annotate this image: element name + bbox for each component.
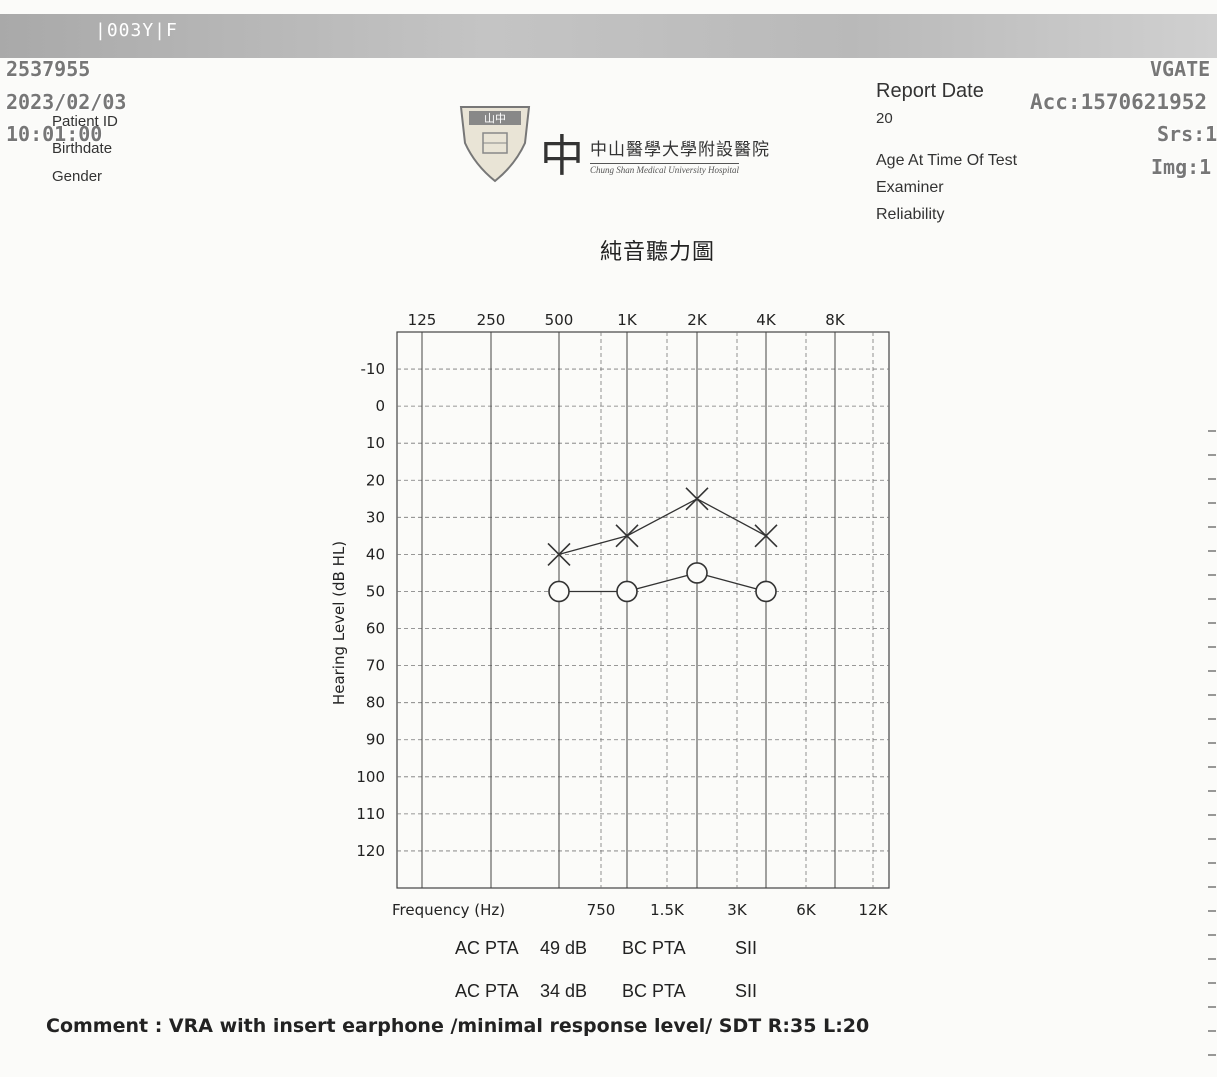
bottom-tick-label: 1.5K: [650, 901, 685, 919]
top-tick-label: 500: [545, 311, 574, 329]
y-tick-label: 20: [366, 471, 385, 489]
ac-pta-label-1: AC PTA: [455, 938, 519, 958]
x-marker: [754, 524, 778, 548]
examiner-label: Examiner: [876, 179, 944, 196]
bottom-tick-label: 12K: [859, 901, 889, 919]
hospital-logo-glyph: 中: [540, 131, 584, 182]
y-tick-label: 0: [375, 397, 385, 415]
gender-label: Gender: [52, 168, 103, 185]
comment-text: Comment : VRA with insert earphone /mini…: [46, 1015, 870, 1037]
x-axis-label: Frequency (Hz): [392, 901, 505, 919]
series-line-segment: [696, 572, 767, 593]
age-at-test-label: Age At Time Of Test: [876, 152, 1018, 169]
series-number: Srs:1: [1157, 122, 1217, 146]
reliability-label: Reliability: [876, 206, 945, 223]
ac-pta-value-2: 34 dB: [540, 981, 588, 1001]
y-tick-label: 70: [366, 657, 385, 675]
hospital-shield-icon: 山中: [459, 106, 531, 183]
y-tick-label: 40: [366, 545, 385, 563]
top-tick-label: 8K: [825, 311, 846, 329]
x-marker: [615, 524, 639, 548]
y-tick-label: 120: [356, 842, 385, 860]
x-marker: [685, 487, 709, 511]
dicom-top-bar: |003Y|F: [0, 14, 1217, 58]
series-line-segment: [626, 572, 698, 593]
o-marker: [616, 580, 638, 603]
y-axis-label: Hearing Level (dB HL): [330, 540, 348, 706]
seal-text: 山中: [484, 112, 506, 125]
series-line-segment: [626, 498, 698, 537]
series-line-segment: [696, 498, 767, 537]
top-tick-label: 125: [408, 311, 437, 329]
y-tick-label: 30: [366, 508, 385, 526]
o-marker: [755, 580, 777, 603]
study-time: 10:01:00: [6, 122, 103, 146]
bottom-tick-label: 3K: [727, 901, 748, 919]
sii-label-2: SII: [735, 981, 758, 1001]
top-tick-label: 2K: [687, 311, 708, 329]
report-date-value: 20: [876, 110, 893, 127]
hospital-logo: 山中: [455, 103, 535, 188]
y-tick-label: 50: [366, 582, 385, 600]
series-line-segment: [558, 535, 628, 556]
plot-frame: [396, 331, 890, 889]
image-number: Img:1: [1151, 155, 1212, 179]
bc-pta-label-1: BC PTA: [622, 938, 686, 958]
ac-pta-label-2: AC PTA: [455, 981, 519, 1001]
x-marker: [547, 542, 571, 566]
age-sex-text: |003Y|F: [95, 20, 178, 41]
y-tick-label: 60: [366, 620, 385, 638]
top-tick-label: 250: [477, 311, 506, 329]
hospital-name-chinese: 中山醫學大學附設醫院: [590, 140, 770, 160]
y-tick-label: 90: [366, 731, 385, 749]
y-tick-label: 80: [366, 694, 385, 712]
audiogram-title: 純音聽力圖: [600, 239, 716, 264]
report-date-label: Report Date: [876, 80, 984, 102]
patient-number: 2537955: [6, 57, 91, 81]
birthdate-label: Birthdate: [52, 140, 113, 157]
accession-number: Acc:1570621952: [1030, 90, 1208, 114]
bottom-tick-label: 750: [587, 901, 616, 919]
y-tick-label: 10: [366, 434, 385, 452]
page-edge-marks: [1208, 430, 1216, 1070]
ac-pta-value-1: 49 dB: [540, 938, 588, 958]
y-tick-label: 110: [356, 805, 385, 823]
bc-pta-label-2: BC PTA: [622, 981, 686, 1001]
top-tick-label: 1K: [617, 311, 638, 329]
top-tick-label: 4K: [756, 311, 777, 329]
y-tick-label: 100: [356, 768, 385, 786]
o-marker: [548, 580, 570, 603]
y-tick-label: -10: [361, 360, 386, 378]
o-marker: [686, 562, 708, 584]
hospital-name-english: Chung Shan Medical University Hospital: [590, 163, 739, 175]
patient-id-label: Patient ID: [52, 113, 118, 130]
study-date: 2023/02/03: [6, 90, 127, 114]
vgate-label: VGATE: [1150, 57, 1211, 81]
bottom-tick-label: 6K: [796, 901, 817, 919]
sii-label-1: SII: [735, 938, 758, 958]
